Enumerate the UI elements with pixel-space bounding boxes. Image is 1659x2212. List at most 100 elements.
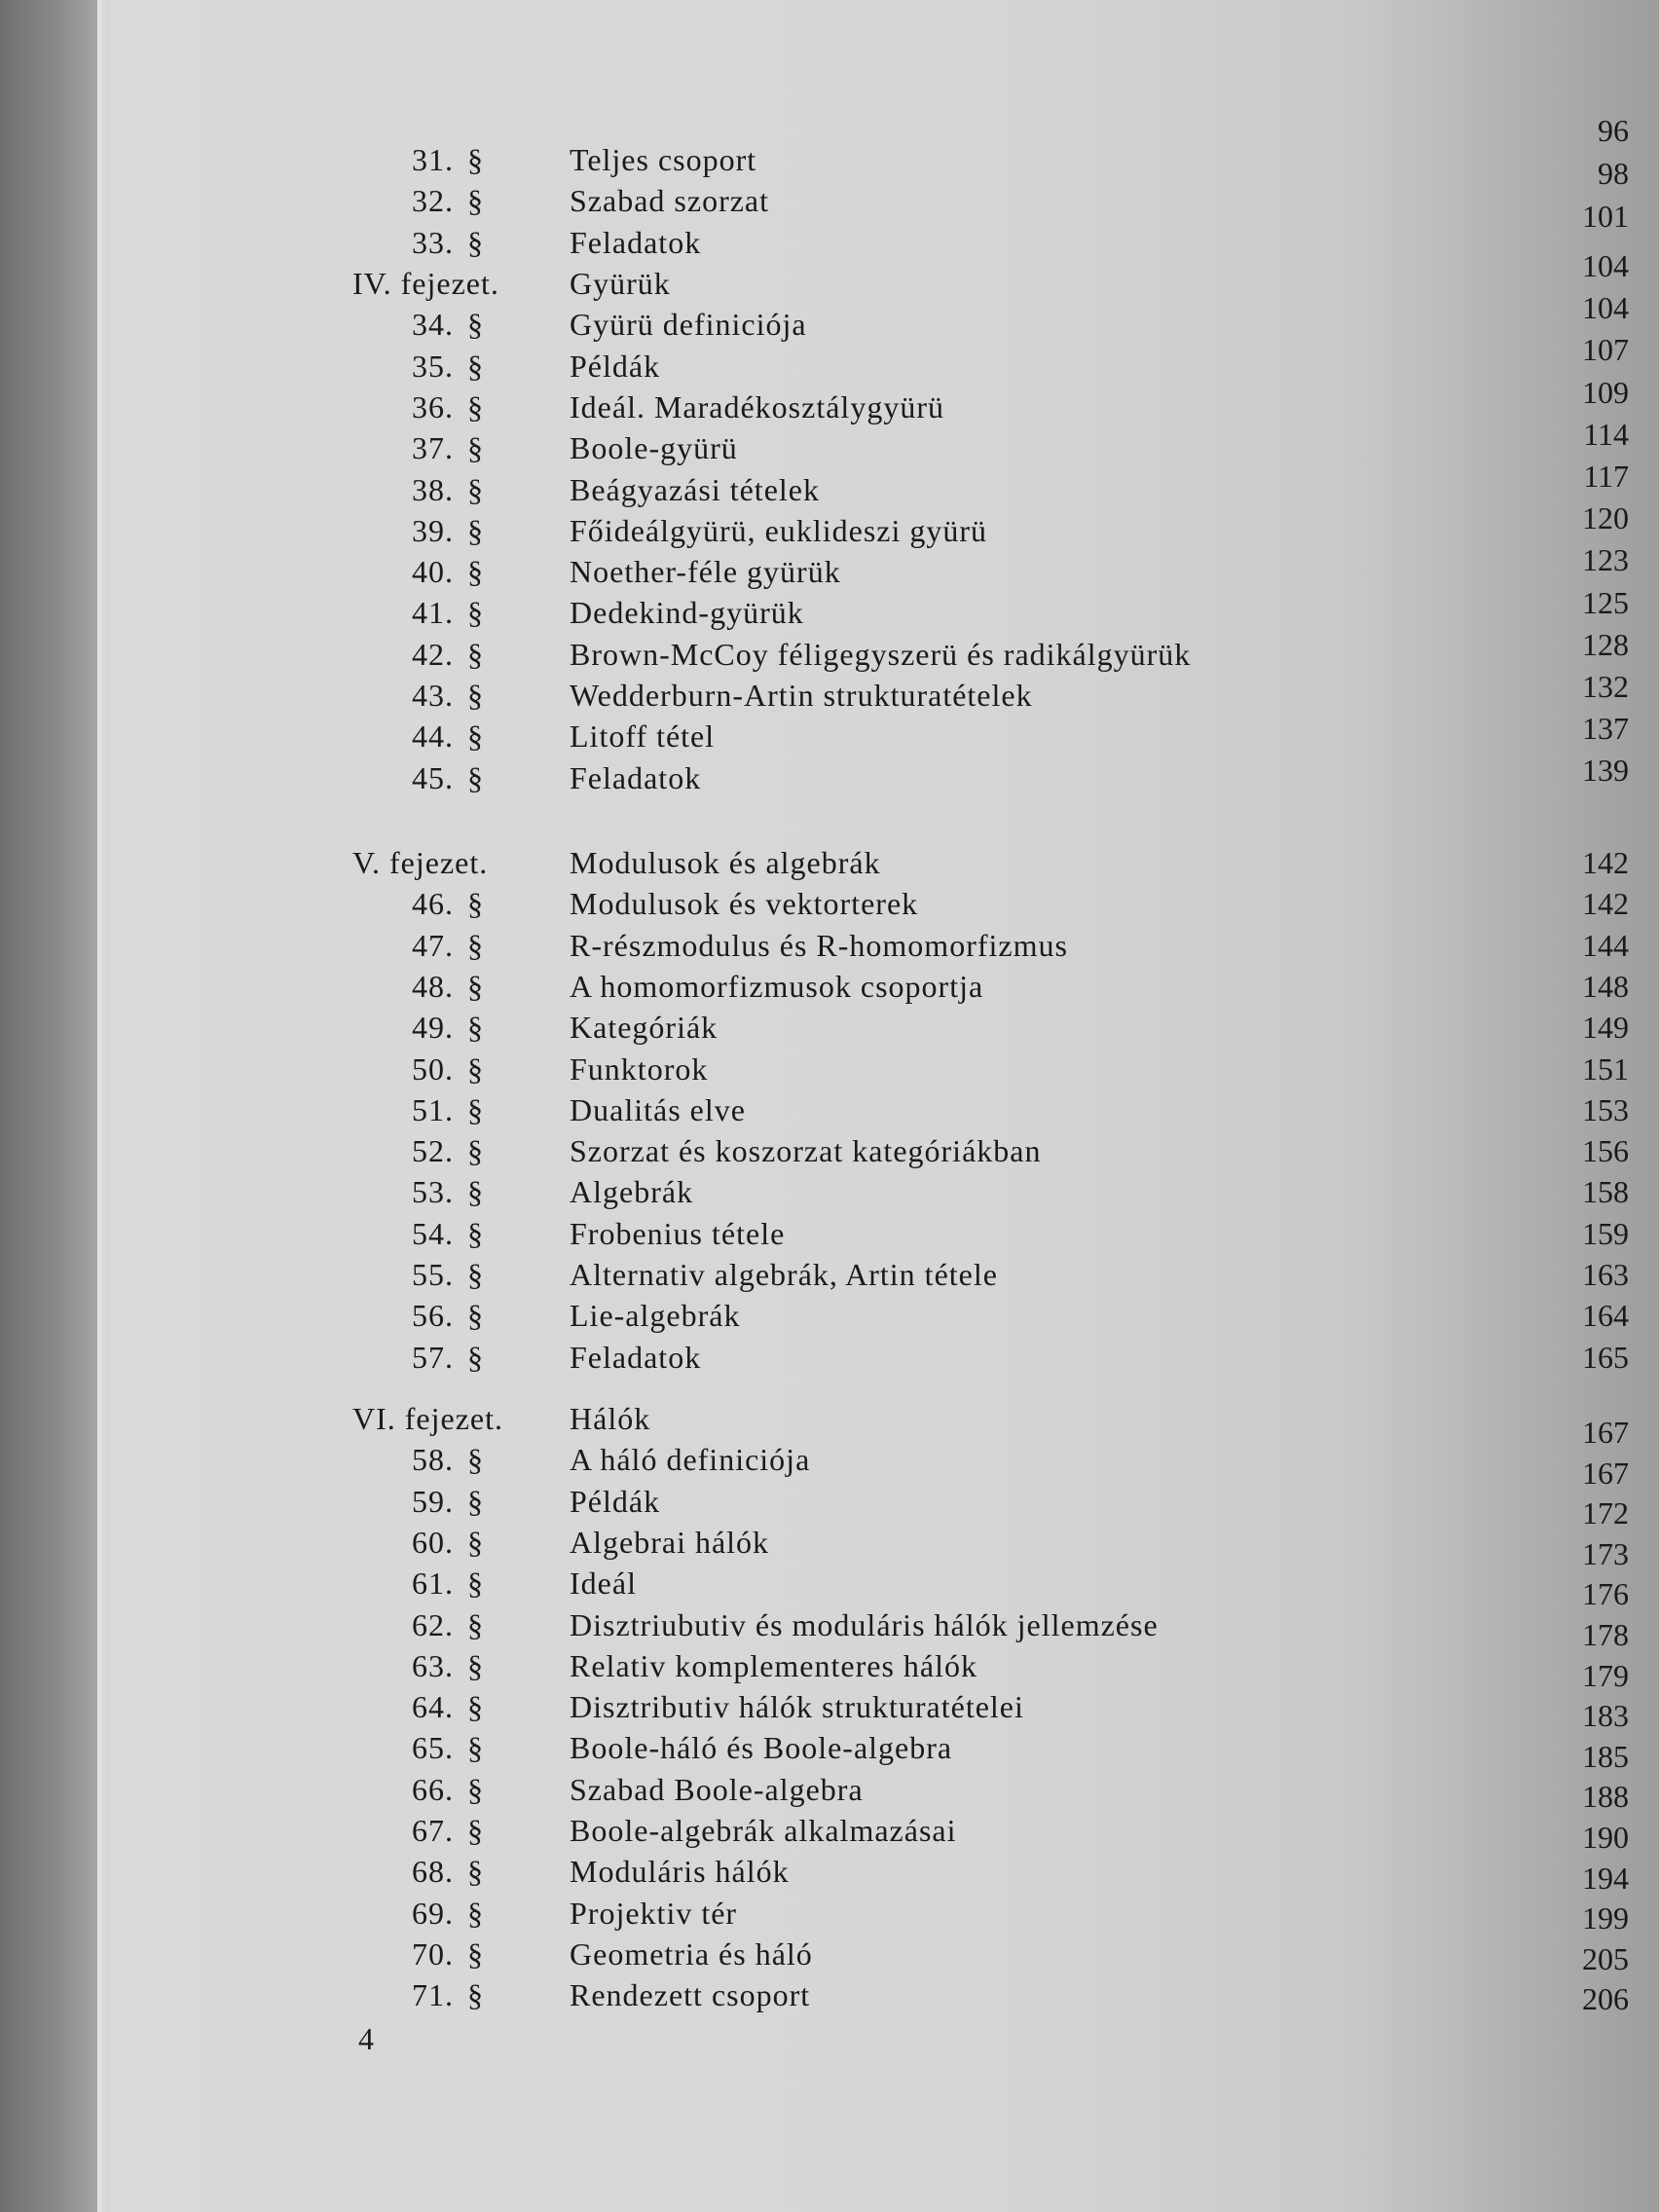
section-mark: §: [467, 183, 483, 219]
page-number: 123: [1582, 542, 1629, 578]
entry-title: Moduláris hálók: [570, 1854, 790, 1890]
section-mark: §: [467, 471, 483, 507]
entry-number: 48.: [412, 968, 454, 1004]
page-number: 183: [1582, 1698, 1629, 1734]
entry-number: 47.: [412, 927, 454, 963]
dot-leader: [958, 963, 1464, 1005]
toc-entry: 50. § Funktorok 151: [0, 1046, 1659, 1089]
entry-title: Alternativ algebrák, Artin tétele: [570, 1257, 998, 1292]
section-mark: §: [467, 1606, 483, 1642]
entry-number: 67.: [412, 1813, 454, 1848]
entry-number: 61.: [412, 1566, 454, 1602]
dot-leader: [958, 1931, 1464, 1972]
entry-number: 32.: [412, 183, 454, 219]
entry-title: Frobenius tétele: [570, 1215, 786, 1251]
dot-leader: [802, 343, 1464, 385]
dot-leader: [958, 1128, 1464, 1170]
dot-leader: [958, 1437, 1464, 1479]
dot-leader: [802, 755, 1464, 796]
page-number: 199: [1582, 1900, 1629, 1936]
toc-entry: 52. § Szorzat és koszorzat kategóriákban 15…: [0, 1128, 1659, 1171]
entry-title: Lie-algebrák: [570, 1298, 741, 1334]
section-mark: §: [467, 1936, 483, 1972]
toc-entry: 68. § Moduláris hálók 194: [0, 1849, 1659, 1896]
page-number: 104: [1582, 290, 1629, 326]
entry-number: 56.: [412, 1298, 454, 1334]
section-mark: §: [467, 1298, 483, 1334]
dot-leader: [802, 1293, 1464, 1335]
chapter-title: Gyürük: [570, 266, 671, 301]
page-number: 98: [1598, 155, 1629, 191]
toc-entry: 54. § Frobenius tétele 159: [0, 1210, 1659, 1254]
section-mark: §: [467, 1730, 483, 1766]
toc-entry: 57. § Feladatok 165: [0, 1334, 1659, 1378]
dot-leader: [802, 1046, 1464, 1088]
toc-entry: 63. § Relativ komplementeres hálók 179: [0, 1642, 1659, 1693]
page-number: 107: [1582, 332, 1629, 368]
dot-leader: [958, 1252, 1464, 1293]
dot-leader: [802, 261, 1464, 302]
entry-title: Boole-háló és Boole-algebra: [570, 1730, 953, 1766]
page-edge: [97, 0, 111, 2212]
page-number: 164: [1582, 1298, 1629, 1334]
section-mark: §: [467, 512, 483, 548]
dot-leader: [958, 384, 1464, 425]
page-number: 167: [1582, 1415, 1629, 1450]
entry-number: 59.: [412, 1483, 454, 1519]
dot-leader: [958, 673, 1464, 714]
toc-entry: 61. § Ideál 176: [0, 1561, 1659, 1611]
page-number: 156: [1582, 1133, 1629, 1169]
entry-number: 45.: [412, 759, 454, 795]
page-number: 139: [1582, 753, 1629, 789]
page-number: 167: [1582, 1455, 1629, 1491]
entry-title: Főideálgyürü, euklideszi gyürü: [570, 512, 988, 548]
entry-number: 65.: [412, 1730, 454, 1766]
chapter-heading: VI. fejezet. Hálók 167: [0, 1396, 1659, 1450]
entry-title: Példák: [570, 1483, 661, 1519]
entry-number: 37.: [412, 430, 454, 466]
entry-number: 39.: [412, 512, 454, 548]
entry-number: 46.: [412, 886, 454, 922]
toc-entry: 71. § Rendezett csoport 206: [0, 1972, 1659, 2016]
page-number: 125: [1582, 584, 1629, 620]
dot-leader: [958, 137, 1464, 178]
toc-entry: 41. § Dedekind-gyürük 125: [0, 585, 1659, 633]
dot-leader: [958, 549, 1464, 591]
toc-entry: 65. § Boole-háló és Boole-algebra 185: [0, 1725, 1659, 1774]
page-number: 120: [1582, 500, 1629, 536]
dot-leader: [958, 922, 1464, 964]
dot-leader: [802, 714, 1464, 756]
entry-number: 34.: [412, 307, 454, 343]
page-number: 149: [1582, 1010, 1629, 1046]
entry-number: 53.: [412, 1174, 454, 1210]
section-mark: §: [467, 1689, 483, 1725]
section-mark: §: [467, 927, 483, 963]
entry-title: Példák: [570, 348, 661, 384]
entry-title: Kategóriák: [570, 1010, 719, 1046]
section-mark: §: [467, 1215, 483, 1251]
entry-title: Rendezett csoport: [570, 1977, 811, 2013]
section-mark: §: [467, 1854, 483, 1890]
section-mark: §: [467, 678, 483, 713]
toc-entry: 35. § Példák 107: [0, 332, 1659, 387]
entry-number: 60.: [412, 1524, 454, 1560]
dot-leader: [958, 1725, 1464, 1767]
toc-entry: 39. § Főideálgyürü, euklideszi gyürü 120: [0, 500, 1659, 551]
page-number: 190: [1582, 1820, 1629, 1855]
chapter-label: V. fejezet.: [352, 845, 489, 880]
toc-entry: 67. § Boole-algebrák alkalmazásai 190: [0, 1808, 1659, 1855]
entry-number: 62.: [412, 1606, 454, 1642]
section-mark: §: [467, 886, 483, 922]
chapter-title: Hálók: [570, 1401, 651, 1436]
section-mark: §: [467, 554, 483, 590]
section-mark: §: [467, 307, 483, 343]
toc-entry: 51. § Dualitás elve 153: [0, 1087, 1659, 1130]
page-number: 104: [1582, 248, 1629, 283]
page-number: 206: [1582, 1981, 1629, 2017]
dot-leader: [802, 425, 1464, 467]
page-number: 137: [1582, 711, 1629, 747]
dot-leader: [958, 1972, 1464, 2014]
entry-number: 38.: [412, 471, 454, 507]
section-mark: §: [467, 595, 483, 631]
toc-entry: 64. § Disztributiv hálók strukturatételei 1…: [0, 1684, 1659, 1733]
